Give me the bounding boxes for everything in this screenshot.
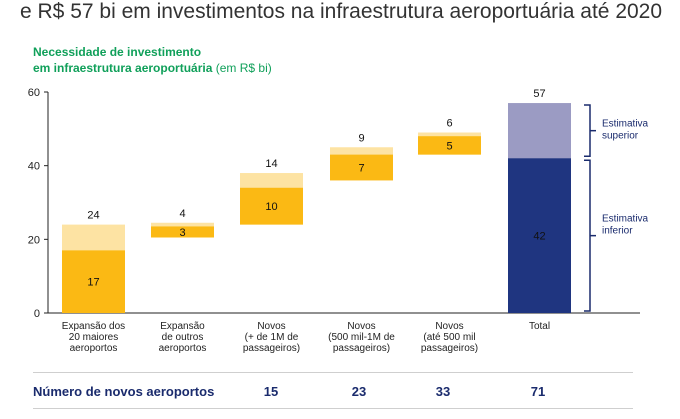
brace-upper xyxy=(584,104,591,158)
subtitle-unit: (em R$ bi) xyxy=(215,61,272,75)
footer-value-1: 15 xyxy=(263,384,279,399)
value-label-lower-1: 17 xyxy=(87,277,99,289)
category-label-2-line-1: Expansão xyxy=(160,321,205,332)
brace-lower xyxy=(584,159,591,312)
category-label-4-line-1: Novos xyxy=(347,321,375,332)
chart-subtitle: Necessidade de investimento em infraestr… xyxy=(33,44,272,76)
category-label-1-line-3: aeroportos xyxy=(70,343,118,354)
footer-bottom-rule xyxy=(33,408,633,409)
value-label-lower-2: 3 xyxy=(179,227,185,239)
footer-value-4: 71 xyxy=(530,384,546,399)
y-tick-label-0: 0 xyxy=(34,308,40,320)
category-label-2-line-3: aeroportos xyxy=(159,343,207,354)
headline: e R$ 57 bi em investimentos na infraestr… xyxy=(20,0,663,23)
bar-lower-4 xyxy=(330,154,393,181)
footer-value-3: 33 xyxy=(435,384,451,399)
value-label-lower-4: 7 xyxy=(358,163,364,175)
bar-lower-1 xyxy=(62,250,125,313)
category-label-5-line-2: (até 500 mil xyxy=(423,332,475,343)
category-label-1-line-2: 20 maiores xyxy=(69,332,118,343)
category-label-2-line-2: de outros xyxy=(162,332,204,343)
value-label-upper-6: 57 xyxy=(533,88,545,100)
bar-lower-3 xyxy=(240,187,303,225)
category-label-1-line-1: Expansão dos xyxy=(62,321,125,332)
side-label-upper-line-2: superior xyxy=(602,131,639,142)
value-label-lower-5: 5 xyxy=(446,140,452,152)
value-label-lower-3: 10 xyxy=(265,201,277,213)
bar-lower-6 xyxy=(508,158,571,313)
category-label-5-line-3: passageiros) xyxy=(421,343,478,354)
value-label-upper-3: 14 xyxy=(265,158,277,170)
category-label-3-line-3: passageiros) xyxy=(243,343,300,354)
footer-top-rule xyxy=(33,372,633,373)
side-label-lower-line-1: Estimativa xyxy=(602,214,649,225)
category-label-3-line-1: Novos xyxy=(257,321,285,332)
bar-lower-5 xyxy=(418,136,481,155)
footer-value-2: 23 xyxy=(351,384,367,399)
bar-lower-2 xyxy=(151,226,214,238)
y-tick-label-20: 20 xyxy=(28,234,40,246)
category-label-5-line-1: Novos xyxy=(435,321,463,332)
subtitle-line-2: em infraestrutura aeroportuária xyxy=(33,61,213,75)
value-label-upper-2: 4 xyxy=(179,208,185,220)
subtitle-line-1: Necessidade de investimento xyxy=(33,45,202,59)
y-tick-label-40: 40 xyxy=(28,161,40,173)
value-label-upper-4: 9 xyxy=(358,132,364,144)
side-label-upper-line-1: Estimativa xyxy=(602,119,649,130)
category-label-4-line-3: passageiros) xyxy=(333,343,390,354)
category-label-3-line-2: (+ de 1M de xyxy=(245,332,299,343)
side-label-lower-line-2: inferior xyxy=(602,226,633,237)
footer-label: Número de novos aeroportos xyxy=(33,384,215,399)
category-label-4-line-2: (500 mil-1M de xyxy=(328,332,395,343)
y-tick-label-60: 60 xyxy=(28,87,40,99)
value-label-lower-6: 42 xyxy=(533,231,545,243)
category-label-6-line-1: Total xyxy=(529,321,550,332)
value-label-upper-5: 6 xyxy=(446,118,452,130)
value-label-upper-1: 24 xyxy=(87,210,99,222)
